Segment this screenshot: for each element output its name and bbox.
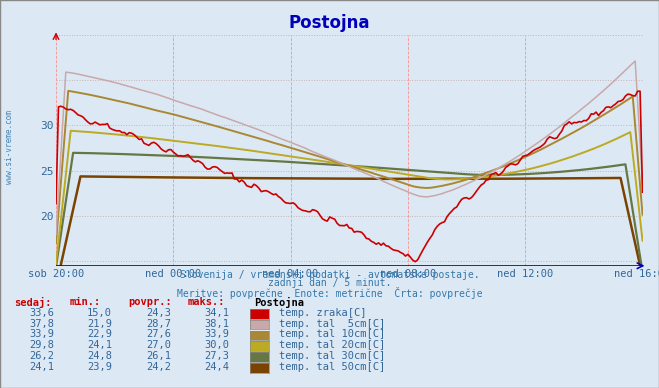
Text: temp. tal 50cm[C]: temp. tal 50cm[C] [279, 362, 385, 372]
Text: 27,6: 27,6 [146, 329, 171, 340]
Text: 33,6: 33,6 [30, 308, 55, 318]
Text: 38,1: 38,1 [204, 319, 229, 329]
Text: 24,3: 24,3 [146, 308, 171, 318]
Text: zadnji dan / 5 minut.: zadnji dan / 5 minut. [268, 278, 391, 288]
Text: 34,1: 34,1 [204, 308, 229, 318]
Text: 27,3: 27,3 [204, 351, 229, 361]
Text: 30,0: 30,0 [204, 340, 229, 350]
Text: temp. tal 20cm[C]: temp. tal 20cm[C] [279, 340, 385, 350]
Text: min.:: min.: [69, 297, 100, 307]
Text: 23,9: 23,9 [87, 362, 112, 372]
Text: Postojna: Postojna [289, 14, 370, 31]
Text: 33,9: 33,9 [204, 329, 229, 340]
Text: temp. tal  5cm[C]: temp. tal 5cm[C] [279, 319, 385, 329]
Text: 24,2: 24,2 [146, 362, 171, 372]
Text: Postojna: Postojna [254, 297, 304, 308]
Text: sedaj:: sedaj: [14, 297, 52, 308]
Text: 29,8: 29,8 [30, 340, 55, 350]
Text: 24,4: 24,4 [204, 362, 229, 372]
Text: www.si-vreme.com: www.si-vreme.com [5, 111, 14, 184]
Text: temp. tal 30cm[C]: temp. tal 30cm[C] [279, 351, 385, 361]
Text: Slovenija / vremenski podatki - avtomatske postaje.: Slovenija / vremenski podatki - avtomats… [180, 270, 479, 280]
Text: 24,1: 24,1 [87, 340, 112, 350]
Text: 26,2: 26,2 [30, 351, 55, 361]
Text: temp. zraka[C]: temp. zraka[C] [279, 308, 366, 318]
Text: maks.:: maks.: [188, 297, 225, 307]
Text: 28,7: 28,7 [146, 319, 171, 329]
Text: povpr.:: povpr.: [129, 297, 172, 307]
Text: Meritve: povprečne  Enote: metrične  Črta: povprečje: Meritve: povprečne Enote: metrične Črta:… [177, 287, 482, 299]
Text: 24,8: 24,8 [87, 351, 112, 361]
Text: 27,0: 27,0 [146, 340, 171, 350]
Text: 33,9: 33,9 [30, 329, 55, 340]
Text: 37,8: 37,8 [30, 319, 55, 329]
Text: 26,1: 26,1 [146, 351, 171, 361]
Text: temp. tal 10cm[C]: temp. tal 10cm[C] [279, 329, 385, 340]
Text: 24,1: 24,1 [30, 362, 55, 372]
Text: 15,0: 15,0 [87, 308, 112, 318]
Text: 21,9: 21,9 [87, 319, 112, 329]
Text: 22,9: 22,9 [87, 329, 112, 340]
